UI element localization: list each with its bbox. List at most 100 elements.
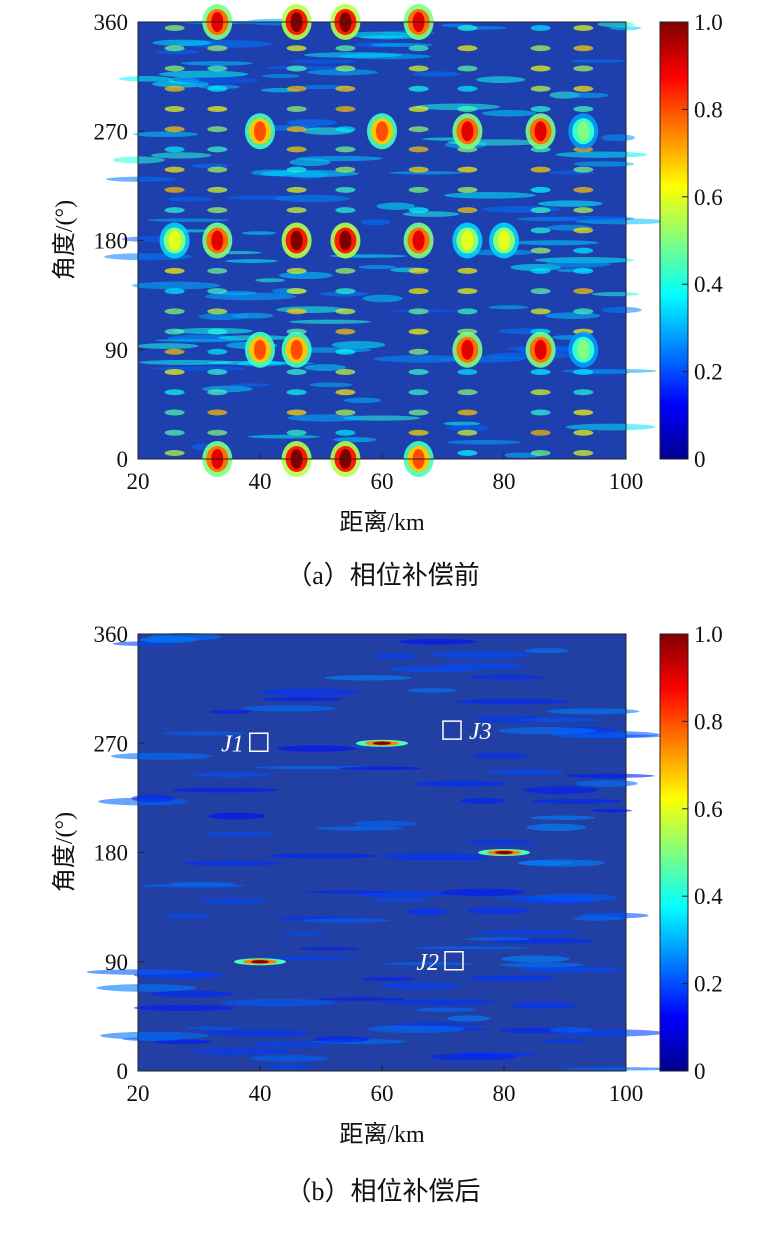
heat-streak xyxy=(105,176,177,182)
heat-column-blob xyxy=(164,45,185,52)
colorbar-tick-label: 0.4 xyxy=(694,884,723,909)
annotation-label: J3 xyxy=(469,719,492,745)
heat-streak xyxy=(388,171,464,175)
heat-streak xyxy=(166,196,212,202)
heat-streak xyxy=(309,382,353,388)
heat-peak-core xyxy=(254,339,266,360)
heat-column-blob xyxy=(335,85,356,92)
heat-streak xyxy=(416,1007,476,1012)
heat-streak xyxy=(110,752,213,760)
heat-column-blob xyxy=(164,166,185,173)
heat-streak xyxy=(438,662,525,670)
heat-column-blob xyxy=(164,409,185,416)
heat-peak-core xyxy=(534,121,547,142)
heat-column-blob xyxy=(530,450,551,456)
y-tick-label: 360 xyxy=(94,10,129,35)
heat-streak xyxy=(112,156,165,164)
heat-streak xyxy=(530,798,623,804)
heat-column-blob xyxy=(408,308,429,315)
heat-column-blob xyxy=(164,450,185,456)
heat-column-blob xyxy=(573,267,594,274)
annotation-box xyxy=(442,720,462,740)
heat-column-blob xyxy=(207,429,228,436)
y-tick-label: 180 xyxy=(94,841,129,866)
y-tick-label: 360 xyxy=(94,622,129,647)
heat-streak xyxy=(146,218,230,222)
heat-streak xyxy=(601,134,636,142)
heat-peak-core xyxy=(290,230,303,251)
heat-peak-core xyxy=(254,121,266,142)
x-axis-label-b: 距离/km xyxy=(339,1121,425,1148)
heat-column-blob xyxy=(573,247,594,254)
heat-streak xyxy=(218,290,257,296)
heat-column-blob xyxy=(457,105,478,112)
heat-streak xyxy=(122,1037,180,1042)
heat-column-blob xyxy=(408,85,429,92)
heat-streak xyxy=(162,731,247,736)
heat-column-blob xyxy=(457,267,478,274)
heat-streak xyxy=(413,946,529,950)
heat-column-blob xyxy=(530,227,551,234)
heat-column-blob xyxy=(286,126,307,133)
heat-peak-core xyxy=(373,741,391,745)
heat-streak xyxy=(131,281,221,290)
heat-column-blob xyxy=(286,389,307,396)
heat-streak xyxy=(181,860,283,866)
heat-streak xyxy=(150,990,233,998)
heat-column-blob xyxy=(408,409,429,416)
heat-streak xyxy=(371,653,418,660)
heat-column-blob xyxy=(207,186,228,193)
heat-column-blob xyxy=(457,207,478,214)
heat-streak xyxy=(487,769,565,776)
heat-streak xyxy=(414,103,501,111)
y-tick-label: 90 xyxy=(105,950,128,975)
heat-column-blob xyxy=(207,389,228,396)
heat-column-blob xyxy=(286,308,307,315)
heat-streak xyxy=(509,1002,578,1009)
y-axis-label-a: 角度/(°) xyxy=(51,200,78,280)
heat-column-blob xyxy=(530,409,551,416)
heat-column-blob xyxy=(164,369,185,376)
x-tick-label: 40 xyxy=(249,469,272,494)
heat-streak xyxy=(133,131,199,138)
heat-streak xyxy=(181,61,253,66)
heat-column-blob xyxy=(457,450,478,456)
annotation-box xyxy=(444,951,464,971)
heat-streak xyxy=(152,39,212,47)
heat-streak xyxy=(472,752,530,759)
heat-column-blob xyxy=(335,166,356,173)
heat-column-blob xyxy=(335,105,356,112)
heat-peak-core xyxy=(577,339,590,360)
heat-column-blob xyxy=(408,328,429,335)
heat-column-blob xyxy=(286,288,307,295)
heat-column-blob xyxy=(335,308,356,315)
x-axis-label-a: 距离/km xyxy=(339,509,425,536)
heat-column-blob xyxy=(530,389,551,396)
heat-column-blob xyxy=(164,328,185,335)
colorbar-tick-label: 0.2 xyxy=(694,360,723,385)
panel-b: J1 J2 J3 20 40 60 80 100 0 90 180 270 360 距离/km 角度… xyxy=(0,612,767,1240)
heat-column-blob xyxy=(335,186,356,193)
heat-streak xyxy=(136,343,199,349)
heat-streak xyxy=(262,696,343,702)
heat-peak-core xyxy=(290,339,303,360)
heat-streak xyxy=(301,918,391,923)
heat-streak xyxy=(517,966,624,973)
x-tick-label: 20 xyxy=(127,469,150,494)
heat-streak xyxy=(446,1015,491,1022)
heat-column-blob xyxy=(207,348,228,355)
heat-peak-core xyxy=(461,339,474,360)
heat-peak-core xyxy=(376,121,388,142)
caption-a: （a）相位补偿前 xyxy=(286,561,480,590)
annotation-label: J2 xyxy=(416,950,439,976)
heat-peak-core xyxy=(412,230,425,251)
heat-column-blob xyxy=(335,328,356,335)
heat-column-blob xyxy=(530,85,551,92)
heat-streak xyxy=(242,705,336,712)
heat-column-blob xyxy=(457,45,478,52)
heat-column-blob xyxy=(530,369,551,376)
heat-streak xyxy=(304,364,347,372)
y-tick-label: 90 xyxy=(105,338,128,363)
heat-streak xyxy=(600,306,642,314)
heat-peak-core xyxy=(461,230,474,251)
